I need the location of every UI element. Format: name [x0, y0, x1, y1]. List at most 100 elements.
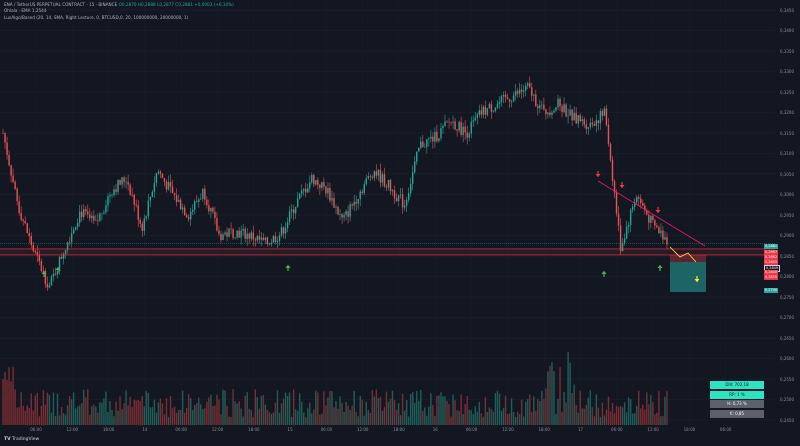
candle-body — [561, 106, 563, 112]
candle-body — [393, 190, 396, 198]
time-axis-label: 12:00 — [647, 427, 659, 432]
volume-bar — [434, 416, 436, 425]
candle-body — [161, 173, 164, 179]
candle-body — [430, 136, 432, 139]
candle-body — [470, 121, 472, 134]
candle-body — [642, 202, 644, 206]
volume-bar — [611, 402, 614, 425]
volume-bar — [638, 390, 640, 425]
candle-body — [571, 109, 573, 121]
volume-bar — [401, 393, 404, 425]
candle-body — [68, 242, 71, 243]
volume-bar — [529, 394, 531, 425]
candle-body — [204, 188, 206, 200]
candle-body — [131, 194, 133, 196]
candle-body — [147, 200, 150, 217]
volume-bar — [464, 404, 466, 425]
volume-bar — [54, 415, 57, 425]
candle-body — [531, 87, 533, 96]
volume-bar — [175, 412, 178, 425]
candle-body — [613, 180, 616, 193]
price-axis-label: 0,3150 — [780, 130, 794, 136]
candle-body — [426, 139, 428, 147]
candle-body — [60, 256, 63, 259]
volume-bar — [391, 390, 394, 425]
volume-bar — [228, 416, 230, 425]
candle-body — [311, 174, 313, 183]
candle-body — [153, 183, 156, 192]
volume-bar — [500, 410, 503, 425]
arrow-head — [657, 264, 663, 268]
candle-body — [644, 205, 646, 211]
candle-body — [636, 197, 638, 203]
volume-bar — [165, 398, 168, 425]
candle-body — [557, 98, 559, 108]
volume-bar — [212, 406, 214, 425]
candle-body — [585, 124, 587, 129]
volume-bar — [292, 389, 295, 425]
candle-body — [194, 201, 196, 210]
volume-bar — [244, 395, 246, 425]
volume-bar — [198, 397, 200, 425]
volume-bar — [315, 390, 317, 425]
candle-body — [256, 236, 259, 241]
candle-body — [367, 176, 370, 179]
candle-body — [93, 215, 95, 221]
candle-body — [541, 104, 543, 106]
volume-bar — [656, 412, 658, 425]
candle-body — [305, 188, 307, 193]
candle-body — [337, 206, 339, 215]
volume-bar — [599, 416, 602, 425]
volume-bar — [157, 402, 160, 425]
candle-body — [264, 237, 267, 241]
volume-bar — [531, 412, 533, 425]
volume-bar — [418, 400, 420, 425]
volume-bar — [127, 405, 129, 425]
volume-bar — [74, 408, 77, 425]
volume-bar — [153, 399, 156, 425]
volume-bar — [347, 405, 349, 425]
volume-bar — [399, 415, 402, 425]
candle-body — [504, 94, 507, 98]
candle-body — [508, 99, 511, 102]
volume-bar — [474, 406, 476, 425]
candle-body — [490, 104, 493, 112]
candle-body — [403, 205, 406, 208]
candle-body — [4, 133, 6, 143]
volume-bar — [10, 381, 12, 425]
candle-body — [181, 207, 184, 210]
candle-body — [208, 205, 210, 212]
candle-body — [319, 184, 321, 188]
candle-body — [224, 232, 226, 235]
volume-bar — [432, 405, 434, 425]
tradingview-logo[interactable]: TV TradingView — [4, 437, 40, 442]
volume-bar — [85, 397, 87, 425]
volume-bar — [516, 411, 519, 425]
candle-body — [520, 89, 523, 92]
volume-bar — [492, 411, 495, 425]
stat-box: €: 0,85 — [710, 409, 764, 418]
candle-body — [468, 133, 470, 138]
volume-bar — [484, 397, 487, 425]
volume-bar — [619, 406, 622, 425]
candle-body — [18, 201, 20, 214]
volume-bar — [591, 407, 594, 425]
candle-body — [185, 215, 188, 218]
price-axis-label: 0,3000 — [780, 192, 794, 197]
volume-bar — [480, 413, 483, 425]
candle-body — [518, 89, 521, 94]
candle-body — [436, 131, 438, 142]
volume-bar — [183, 412, 186, 425]
volume-bar — [397, 403, 400, 425]
volume-bar — [196, 403, 198, 425]
volume-bar — [335, 401, 337, 425]
candle-body — [298, 193, 301, 199]
volume-bar — [189, 398, 192, 425]
candle-body — [187, 217, 190, 220]
candle-body — [286, 222, 289, 229]
candle-body — [270, 242, 273, 245]
volume-bar — [442, 396, 444, 425]
candle-body — [12, 175, 14, 182]
volume-bar — [349, 409, 351, 425]
